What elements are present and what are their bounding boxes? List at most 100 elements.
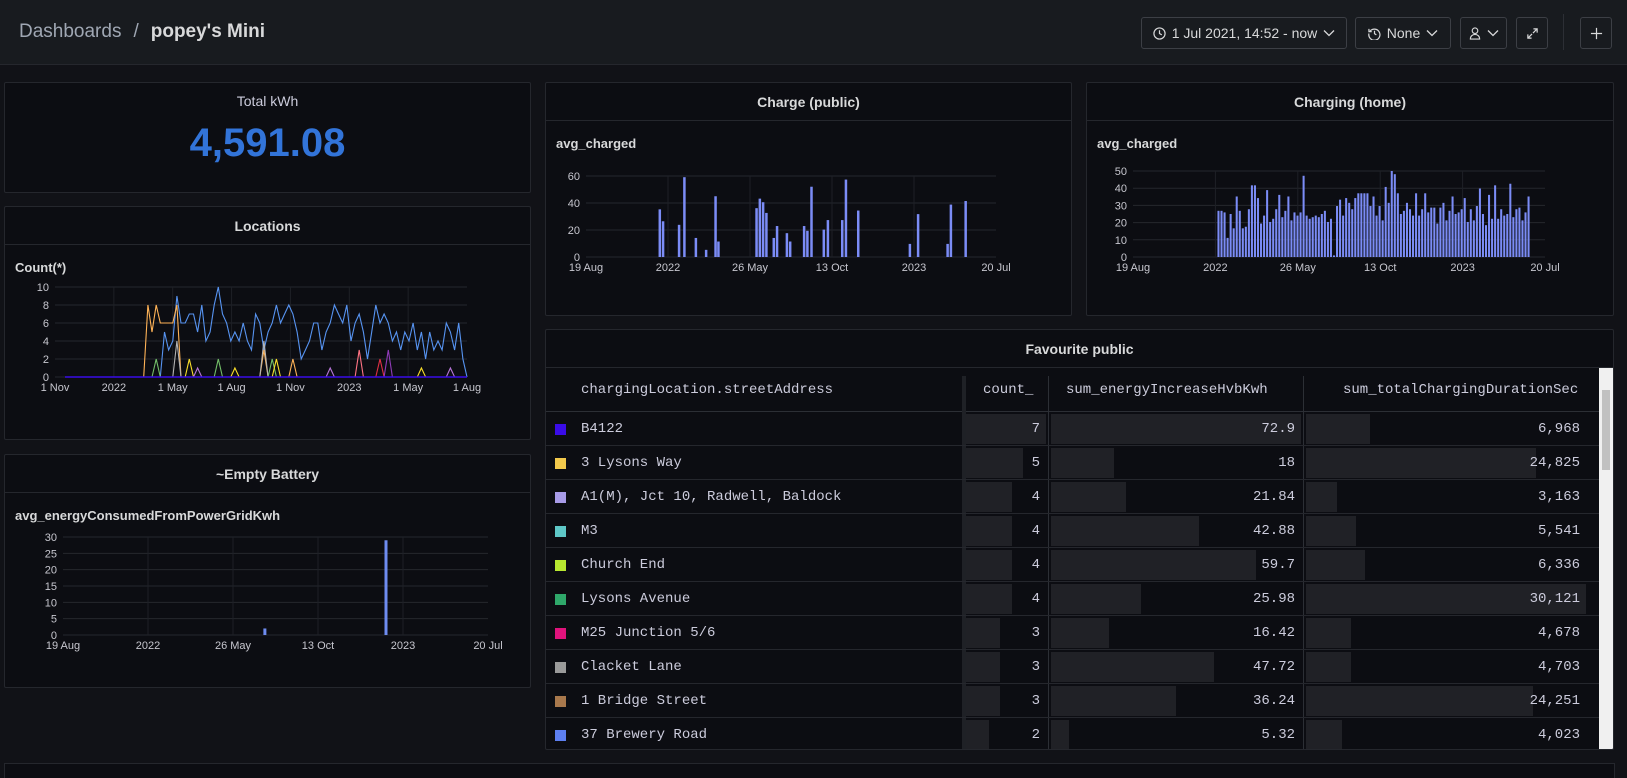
gauge-bar — [1306, 516, 1357, 546]
gauge-bar — [966, 618, 1001, 648]
time-range-picker[interactable]: 1 Jul 2021, 14:52 - now — [1141, 17, 1347, 49]
clock-icon — [1153, 26, 1166, 40]
bar — [1354, 198, 1357, 257]
bar — [704, 249, 708, 257]
color-swatch — [555, 458, 566, 469]
table-row[interactable]: Lysons Avenue 4 25.98 30,121 — [546, 582, 1599, 616]
bar — [1293, 212, 1296, 257]
panel-title: Charge (public) — [546, 83, 1071, 121]
bar — [661, 221, 665, 257]
scrollbar-thumb[interactable] — [1602, 390, 1610, 470]
duration-cell: 24,251 — [1529, 693, 1580, 709]
bar — [1424, 193, 1427, 257]
page-title: popey's Mini — [150, 21, 266, 42]
bar — [1396, 193, 1399, 257]
bar — [1427, 212, 1430, 257]
bar — [694, 237, 698, 257]
panel-title: Favourite public — [546, 330, 1613, 368]
gauge-bar — [1051, 686, 1176, 716]
table-row[interactable]: Clacket Lane 3 47.72 4,703 — [546, 650, 1599, 684]
bar — [1512, 217, 1515, 257]
duration-cell: 5,541 — [1537, 523, 1580, 539]
x-tick-label: 2023 — [1450, 262, 1474, 274]
bar — [1348, 202, 1351, 257]
bar — [1393, 174, 1396, 257]
chart-y-label: avg_charged — [1097, 136, 1178, 151]
bar — [826, 220, 830, 257]
bar — [1369, 206, 1372, 257]
bar — [1329, 218, 1332, 257]
column-header-energy[interactable]: sum_energyIncreaseHvbKwh — [1066, 382, 1268, 398]
bar — [806, 230, 809, 257]
table-scrollbar[interactable] — [1599, 368, 1613, 749]
energy-cell: 5.32 — [1261, 727, 1295, 743]
table-row[interactable]: A1(M), Jct 10, Radwell, Baldock 4 21.84 3,1… — [546, 480, 1599, 514]
bar — [1509, 183, 1512, 257]
bar — [1250, 185, 1253, 257]
column-header-address[interactable]: chargingLocation.streetAddress — [581, 382, 834, 398]
x-tick-label: 1 Nov — [276, 382, 305, 394]
breadcrumb-dashboards-link[interactable]: Dashboards — [19, 21, 122, 42]
bar — [1478, 188, 1481, 257]
y-tick-label: 0 — [51, 630, 57, 642]
table-row[interactable]: 1 Bridge Street 3 36.24 24,251 — [546, 684, 1599, 718]
refresh-picker[interactable]: None — [1355, 17, 1451, 49]
gauge-bar — [1306, 652, 1351, 682]
duration-cell: 24,825 — [1529, 455, 1580, 471]
bar — [1220, 210, 1223, 257]
bar — [1223, 212, 1226, 257]
x-tick-label: 20 Jul — [1530, 262, 1559, 274]
column-header-count[interactable]: count_ — [983, 382, 1034, 398]
bar — [1384, 186, 1387, 257]
count-cell: 4 — [1031, 523, 1040, 539]
x-tick-label: 13 Oct — [302, 640, 334, 652]
gauge-bar — [966, 414, 1046, 444]
table-row[interactable]: M3 4 42.88 5,541 — [546, 514, 1599, 548]
table-row[interactable]: Church End 4 59.7 6,336 — [546, 548, 1599, 582]
address-cell: A1(M), Jct 10, Radwell, Baldock — [581, 489, 842, 505]
user-menu-button[interactable] — [1460, 17, 1507, 49]
bar — [1381, 220, 1384, 257]
table-row[interactable]: 3 Lysons Way 5 18 24,825 — [546, 446, 1599, 480]
bar — [1378, 206, 1381, 257]
gauge-bar — [1306, 550, 1365, 580]
bar — [714, 196, 717, 257]
color-swatch — [555, 696, 566, 707]
breadcrumb-separator: / — [133, 21, 139, 42]
bar — [1263, 215, 1266, 257]
bar — [822, 229, 826, 257]
y-tick-label: 10 — [1115, 235, 1127, 247]
bar — [1491, 218, 1494, 257]
energy-cell: 18 — [1278, 455, 1295, 471]
bar — [1244, 226, 1247, 257]
energy-cell: 47.72 — [1252, 659, 1295, 675]
address-cell: 3 Lysons Way — [581, 455, 682, 471]
bar — [1363, 193, 1366, 257]
total-kwh-value: 4,591.08 — [189, 121, 346, 165]
time-range-label: 1 Jul 2021, 14:52 - now — [1171, 25, 1318, 41]
color-swatch — [555, 662, 566, 673]
energy-cell: 72.9 — [1261, 421, 1295, 437]
table-row[interactable]: M25 Junction 5/6 3 16.42 4,678 — [546, 616, 1599, 650]
table-row[interactable]: B4122 7 72.9 6,968 — [546, 412, 1599, 446]
kiosk-mode-button[interactable] — [1516, 17, 1548, 49]
empty-battery-bar-chart: 0 5 10 15 20 25 30 19 Aug 2022 26 May 13 Oct 2023 20… — [45, 532, 503, 652]
plus-icon — [1590, 27, 1603, 40]
gauge-bar — [1051, 516, 1199, 546]
bar — [1421, 209, 1424, 257]
column-header-duration[interactable]: sum_totalChargingDurationSec — [1343, 382, 1579, 398]
energy-cell: 16.42 — [1252, 625, 1295, 641]
bar — [1466, 221, 1469, 257]
bar — [1226, 237, 1229, 257]
gauge-bar — [966, 482, 1012, 512]
x-tick-label: 1 Aug — [218, 382, 246, 394]
x-tick-label: 1 Aug — [453, 382, 481, 394]
bar — [1296, 215, 1299, 257]
table-row[interactable]: 37 Brewery Road 2 5.32 4,023 — [546, 718, 1599, 749]
bar — [1475, 206, 1478, 257]
bar — [1339, 199, 1342, 257]
add-panel-button[interactable] — [1580, 17, 1612, 49]
y-tick-label: 4 — [43, 336, 49, 348]
gauge-bar — [1306, 448, 1536, 478]
count-cell: 4 — [1031, 557, 1040, 573]
